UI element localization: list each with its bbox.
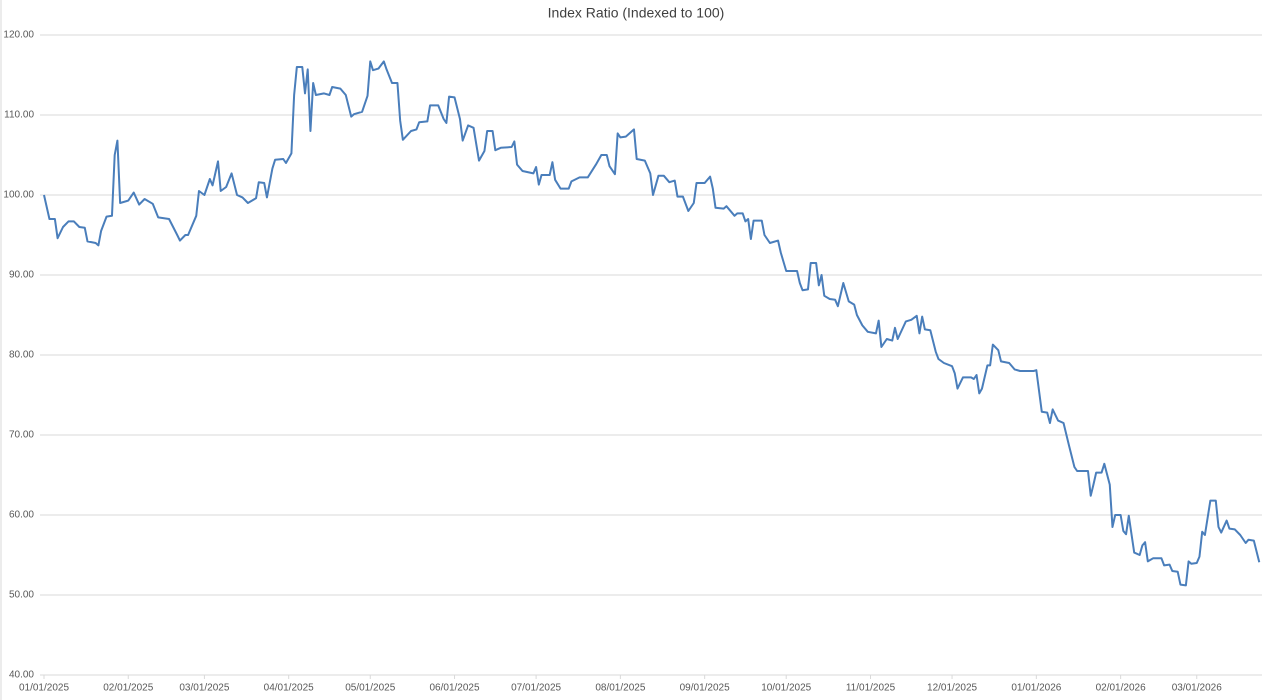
y-tick-label: 90.00 xyxy=(9,270,34,281)
x-tick-label: 06/01/2025 xyxy=(430,683,480,694)
x-tick-label: 08/01/2025 xyxy=(595,683,645,694)
x-tick-label: 12/01/2025 xyxy=(927,683,977,694)
x-tick-label: 10/01/2025 xyxy=(761,683,811,694)
x-tick-label: 04/01/2025 xyxy=(264,683,314,694)
y-tick-label: 40.00 xyxy=(9,670,34,681)
x-tick-label: 02/01/2026 xyxy=(1096,683,1146,694)
x-tick-label: 05/01/2025 xyxy=(345,683,395,694)
y-tick-label: 110.00 xyxy=(4,110,34,121)
chart-title: Index Ratio (Indexed to 100) xyxy=(548,5,725,21)
y-tick-label: 60.00 xyxy=(9,510,34,521)
x-tick-label: 11/01/2025 xyxy=(846,683,896,694)
y-tick-label: 80.00 xyxy=(9,350,34,361)
x-tick-label: 03/01/2025 xyxy=(179,683,229,694)
x-tick-label: 03/01/2026 xyxy=(1172,683,1222,694)
x-tick-label: 07/01/2025 xyxy=(511,683,561,694)
x-tick-label: 01/01/2026 xyxy=(1011,683,1061,694)
x-tick-label: 09/01/2025 xyxy=(680,683,730,694)
y-tick-label: 120.00 xyxy=(3,30,34,41)
x-tick-label: 01/01/2025 xyxy=(19,683,69,694)
x-tick-label: 02/01/2025 xyxy=(103,683,153,694)
y-tick-label: 70.00 xyxy=(9,430,34,441)
data-line xyxy=(43,60,1261,587)
y-tick-label: 100.00 xyxy=(3,190,34,201)
y-tick-label: 50.00 xyxy=(9,590,34,601)
